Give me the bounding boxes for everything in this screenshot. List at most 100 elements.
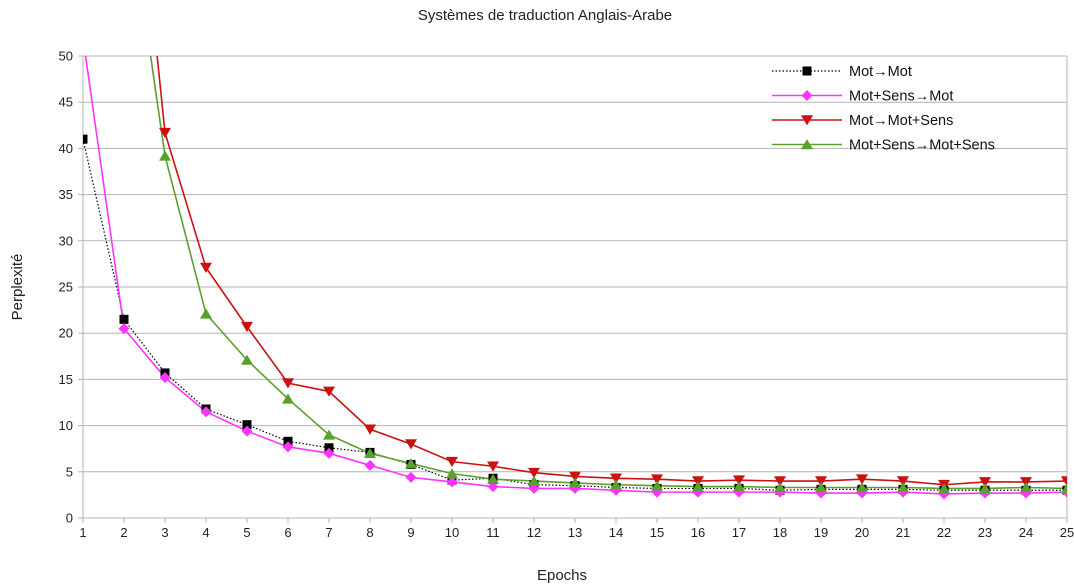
series-2-point bbox=[446, 476, 458, 488]
series-4-point bbox=[1020, 482, 1032, 493]
x-tick-label: 18 bbox=[773, 525, 787, 540]
legend: Mot→Mot Mot+Sens→Mot Mot→Mot+Sens Mot+Sens→… bbox=[772, 64, 995, 154]
legend-marker-2 bbox=[801, 90, 813, 101]
series-2-point bbox=[282, 441, 294, 453]
series-3-point bbox=[569, 471, 581, 482]
series-4-point bbox=[364, 447, 376, 459]
series-4-point bbox=[610, 479, 622, 490]
y-tick-label: 20 bbox=[59, 326, 73, 341]
series-3-point bbox=[774, 476, 786, 487]
legend-marker-1 bbox=[802, 66, 812, 76]
x-tick-labels: 1 2 3 4 5 6 7 8 9 10 11 12 13 14 15 16 17 18 19 20 21 22 23 24 2… bbox=[79, 525, 1074, 540]
series-4-point bbox=[856, 482, 868, 493]
series-3-point bbox=[364, 424, 376, 435]
series-2-point bbox=[241, 425, 253, 437]
series-3-point bbox=[897, 476, 909, 487]
series-4-point bbox=[569, 477, 581, 488]
series-4-point bbox=[528, 475, 540, 486]
y-tick-label: 5 bbox=[66, 464, 73, 479]
series-line-4 bbox=[149, 56, 1067, 490]
series-markers bbox=[78, 32, 1067, 500]
series-2-point bbox=[78, 32, 89, 43]
series-3-point bbox=[159, 127, 171, 139]
series-2-point bbox=[364, 459, 376, 471]
series-4-point bbox=[241, 354, 253, 365]
x-tick-label: 3 bbox=[161, 525, 168, 540]
legend-label-2: Mot+Sens→Mot bbox=[849, 89, 953, 105]
series-1-point bbox=[242, 420, 252, 430]
series-2-point bbox=[405, 471, 417, 483]
series-1-point bbox=[283, 436, 293, 446]
series-3-point bbox=[200, 262, 212, 273]
series-4-point bbox=[651, 480, 663, 491]
x-tick-label: 25 bbox=[1060, 525, 1074, 540]
series-lines bbox=[83, 56, 1067, 495]
legend-label-1: Mot→Mot bbox=[849, 64, 912, 80]
x-tick-label: 1 bbox=[79, 525, 86, 540]
y-tick-labels: 0 5 10 15 20 25 30 35 40 45 50 bbox=[59, 49, 73, 526]
series-3-point bbox=[282, 378, 294, 389]
series-3-point bbox=[446, 456, 458, 468]
x-tick-label: 14 bbox=[609, 525, 623, 540]
series-4-point bbox=[405, 458, 417, 469]
series-3-point bbox=[1061, 476, 1067, 487]
series-4-point bbox=[323, 429, 335, 440]
series-2-point bbox=[200, 406, 212, 418]
x-tick-label: 2 bbox=[120, 525, 127, 540]
grid-lines bbox=[78, 55, 1068, 523]
series-line-3 bbox=[156, 56, 1067, 486]
series-3-point bbox=[528, 467, 540, 479]
x-tick-label: 15 bbox=[650, 525, 664, 540]
series-3-point bbox=[856, 474, 868, 485]
x-axis-label: Epochs bbox=[537, 567, 587, 584]
x-tick-label: 7 bbox=[325, 525, 332, 540]
series-3-point bbox=[610, 473, 622, 484]
series-4-point bbox=[487, 473, 499, 484]
x-tick-label: 5 bbox=[243, 525, 250, 540]
series-3-point bbox=[241, 321, 253, 333]
x-tick-label: 10 bbox=[445, 525, 459, 540]
y-tick-label: 25 bbox=[59, 280, 73, 295]
series-1-point bbox=[83, 134, 88, 144]
series-line-1 bbox=[83, 139, 1067, 491]
x-tick-label: 22 bbox=[937, 525, 951, 540]
legend-label-4: Mot+Sens→Mot+Sens bbox=[849, 138, 995, 154]
x-tick-label: 12 bbox=[527, 525, 541, 540]
chart-title: Systèmes de traduction Anglais-Arabe bbox=[418, 7, 672, 24]
y-tick-label: 35 bbox=[59, 187, 73, 202]
y-tick-label: 45 bbox=[59, 95, 73, 110]
series-1-point bbox=[119, 314, 129, 324]
series-4-point bbox=[692, 481, 704, 492]
legend-label-3: Mot→Mot+Sens bbox=[849, 113, 953, 129]
series-3-point bbox=[405, 439, 417, 450]
x-tick-label: 6 bbox=[284, 525, 291, 540]
series-3-point bbox=[487, 461, 499, 472]
y-tick-label: 40 bbox=[59, 141, 73, 156]
x-tick-label: 17 bbox=[732, 525, 746, 540]
y-tick-label: 50 bbox=[59, 49, 73, 64]
series-4-point bbox=[979, 483, 991, 494]
x-tick-label: 24 bbox=[1019, 525, 1033, 540]
series-4-point bbox=[897, 482, 909, 493]
series-4-point bbox=[774, 482, 786, 493]
x-tick-label: 21 bbox=[896, 525, 910, 540]
series-4-point bbox=[1061, 483, 1067, 494]
legend-marker-3 bbox=[801, 115, 813, 126]
legend-marker-4 bbox=[801, 139, 813, 150]
series-3-point bbox=[323, 386, 335, 397]
y-tick-label: 0 bbox=[66, 511, 73, 526]
series-3-point bbox=[979, 477, 991, 488]
x-tick-label: 8 bbox=[366, 525, 373, 540]
x-tick-label: 9 bbox=[407, 525, 414, 540]
series-4-point bbox=[938, 483, 950, 494]
series-1-point bbox=[324, 443, 334, 453]
x-tick-label: 23 bbox=[978, 525, 992, 540]
series-2-point bbox=[159, 372, 171, 384]
y-axis-label: Perplexité bbox=[9, 254, 26, 321]
x-tick-label: 20 bbox=[855, 525, 869, 540]
series-3-point bbox=[651, 474, 663, 485]
series-3-point bbox=[733, 475, 745, 486]
series-4-point bbox=[200, 308, 212, 319]
